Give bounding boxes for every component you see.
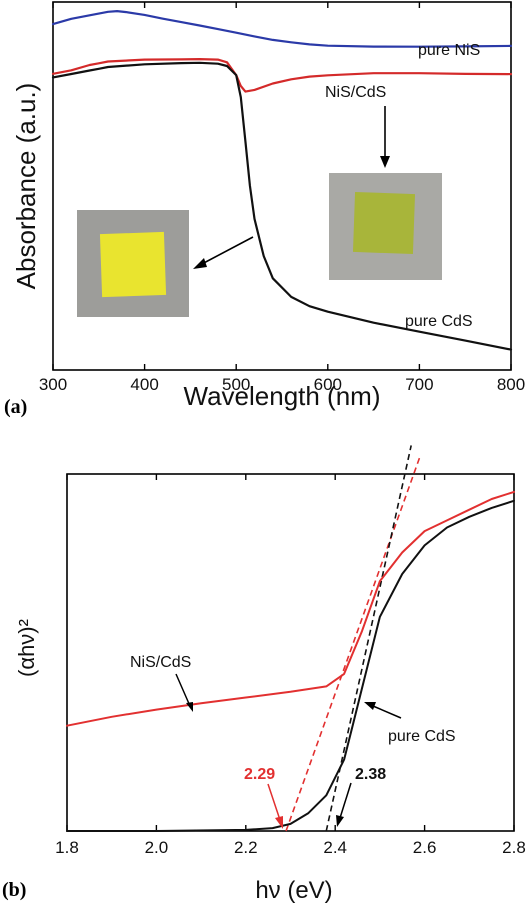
- x-tick-label: 2.8: [502, 838, 526, 857]
- pure-cds-sample-photo: [77, 210, 189, 317]
- panel-a-x-tick-labels: 300 400 500 600 700 800: [39, 375, 525, 394]
- panel-b-x-axis-title: hν (eV): [255, 877, 332, 904]
- panel-a-series: [51, 10, 513, 351]
- x-tick-label: 2.6: [413, 838, 437, 857]
- panel-a-plot-frame: [52, 1, 512, 371]
- x-tick-label: 700: [405, 375, 433, 394]
- panel-b: 1.8 2.0 2.2 2.4 2.6 2.8 NiS/CdS pure CdS 2.29…: [2, 445, 526, 904]
- x-tick-label: 400: [130, 375, 158, 394]
- panel-b-x-tick-labels: 1.8 2.0 2.2 2.4 2.6 2.8: [55, 838, 526, 857]
- series-line-nis-cds: [51, 58, 513, 93]
- panel-b-fit-lines: [285, 445, 421, 832]
- panel-b-nis-cds-label: NiS/CdS: [130, 654, 191, 671]
- x-tick-label: 1.8: [55, 838, 79, 857]
- panel-b-pure-cds-label: pure CdS: [388, 728, 456, 745]
- x-tick-label: 300: [39, 375, 67, 394]
- red-intercept-label: 2.29: [244, 766, 275, 783]
- arrow-to-pure-cds-curve: [364, 702, 402, 719]
- series-line-nis-cds: [66, 490, 515, 727]
- x-tick-label: 500: [222, 375, 250, 394]
- panel-b-plot-frame: [66, 473, 515, 832]
- panel-a: 300 400 500 600 700 800 pure NiS NiS/CdS pure…: [4, 1, 525, 418]
- pure-cds-label: pure CdS: [405, 313, 473, 330]
- series-line-pure-cds: [66, 499, 515, 832]
- panel-b-label: (b): [2, 879, 26, 901]
- panel-a-label: (a): [4, 396, 27, 418]
- tangent-fit-line: [285, 455, 421, 832]
- red-intercept-arrow: [267, 783, 283, 829]
- panel-a-x-axis-title: Wavelength (nm): [184, 381, 381, 411]
- x-tick-label: 800: [497, 375, 525, 394]
- panel-a-y-axis-title: Absorbance (a.u.): [11, 83, 41, 290]
- arrow-to-nis-cds-curve: [175, 673, 193, 712]
- panel-a-x-ticks: [52, 2, 512, 370]
- nis-cds-label: NiS/CdS: [325, 84, 386, 101]
- x-tick-label: 2.4: [323, 838, 347, 857]
- panel-b-y-axis-title: (αhν)²: [14, 619, 39, 677]
- series-line-pure-cds: [51, 61, 513, 351]
- nis-cds-sample-photo: [329, 173, 442, 280]
- series-line-pure-nis: [51, 10, 513, 48]
- panel-b-series: [66, 490, 515, 832]
- arrow-to-cds-photo: [193, 236, 254, 269]
- arrow-to-nis-cds-photo: [380, 106, 390, 168]
- black-intercept-label: 2.38: [355, 766, 386, 783]
- x-tick-label: 2.0: [145, 838, 169, 857]
- black-intercept-arrow: [336, 782, 352, 827]
- pure-nis-label: pure NiS: [418, 42, 480, 59]
- x-tick-label: 600: [314, 375, 342, 394]
- x-tick-label: 2.2: [234, 838, 258, 857]
